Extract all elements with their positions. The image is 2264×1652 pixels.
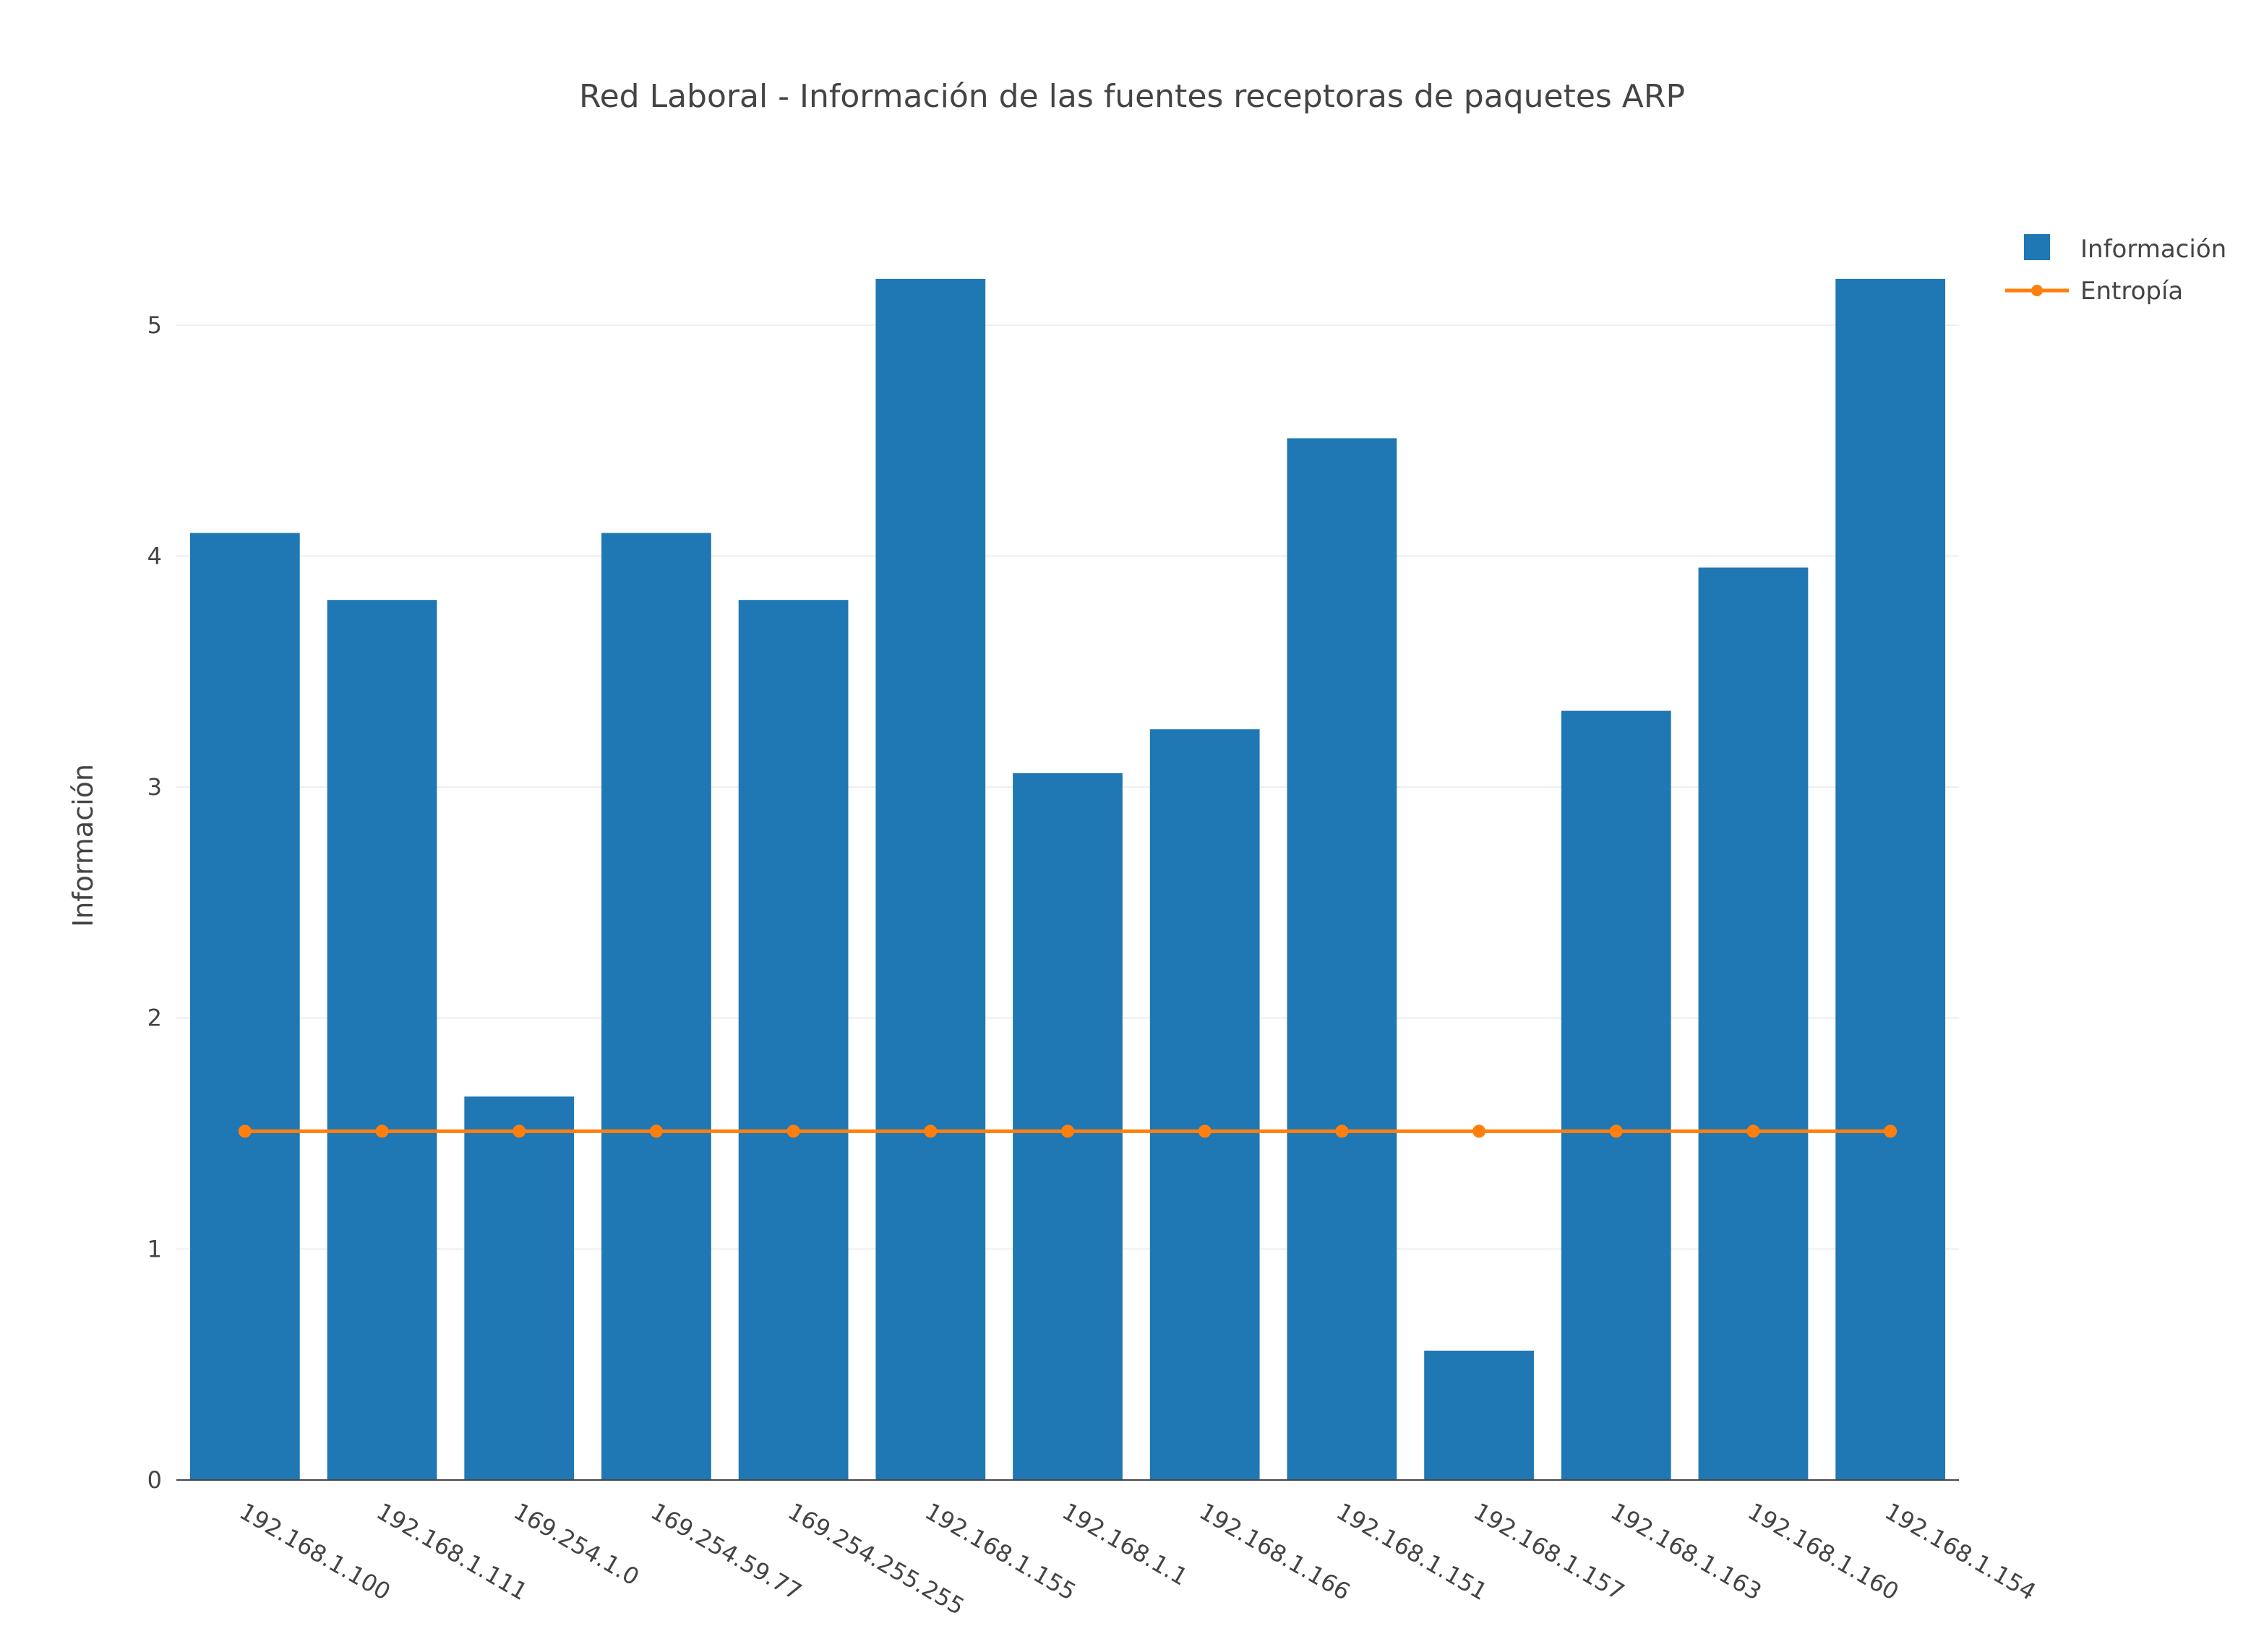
entropy-point (1746, 1124, 1760, 1138)
x-tick-label: 192.168.1.163 (1606, 1497, 1767, 1606)
bar (1287, 438, 1397, 1481)
y-tick-label: 2 (147, 1004, 162, 1032)
entropy-point (1884, 1124, 1898, 1138)
bar (875, 278, 986, 1481)
y-tick-label: 0 (147, 1466, 162, 1494)
bar (1698, 567, 1809, 1481)
legend-label-line: Entropía (2080, 277, 2183, 306)
entropy-point (1335, 1124, 1349, 1138)
entropy-point (924, 1124, 938, 1138)
bar (601, 533, 711, 1480)
entropy-point (513, 1124, 526, 1138)
y-axis-label: Información (67, 764, 99, 927)
y-tick-label: 4 (147, 542, 162, 569)
x-tick-label: 192.168.1.100 (235, 1497, 395, 1606)
bar (1149, 729, 1260, 1480)
x-tick-label: 169.254.59.77 (646, 1497, 807, 1606)
bar (464, 1096, 575, 1480)
bar (327, 600, 437, 1480)
bar (1561, 710, 1671, 1481)
bar (738, 600, 849, 1480)
y-tick-labels: 0 1 2 3 4 5 (147, 311, 162, 1494)
legend-swatch-bar (2024, 234, 2050, 260)
entropy-point (1061, 1124, 1074, 1138)
entropy-point (1198, 1124, 1212, 1138)
x-tick-label: 192.168.1.1 (1058, 1497, 1192, 1591)
entropy-point (1609, 1124, 1623, 1138)
entropy-point (375, 1124, 389, 1138)
x-tick-label: 192.168.1.160 (1743, 1497, 1903, 1606)
bar (189, 533, 300, 1480)
x-tick-label: 192.168.1.166 (1195, 1497, 1355, 1606)
entropy-point (649, 1124, 663, 1138)
y-tick-label: 1 (147, 1235, 162, 1262)
entropy-point (1472, 1124, 1486, 1138)
line-series (238, 1124, 1898, 1138)
legend-swatch-marker (2031, 285, 2043, 296)
y-tick-label: 5 (147, 311, 162, 339)
chart-title: Red Laboral - Información de las fuentes… (579, 78, 1685, 115)
x-tick-label: 169.254.1.0 (509, 1497, 643, 1591)
legend-label-bar: Información (2080, 235, 2226, 264)
y-tick-label: 3 (147, 773, 162, 801)
x-tick-label: 192.168.1.157 (1469, 1497, 1629, 1606)
bar-series (189, 278, 1946, 1481)
x-tick-label: 192.168.1.111 (372, 1497, 533, 1606)
entropy-point (786, 1124, 800, 1138)
legend: Información Entropía (2005, 234, 2226, 306)
bar (1424, 1351, 1534, 1480)
bar (1835, 278, 1946, 1481)
x-tick-label: 192.168.1.151 (1332, 1497, 1492, 1606)
x-tick-label: 192.168.1.154 (1880, 1497, 2041, 1606)
entropy-point (238, 1124, 252, 1138)
